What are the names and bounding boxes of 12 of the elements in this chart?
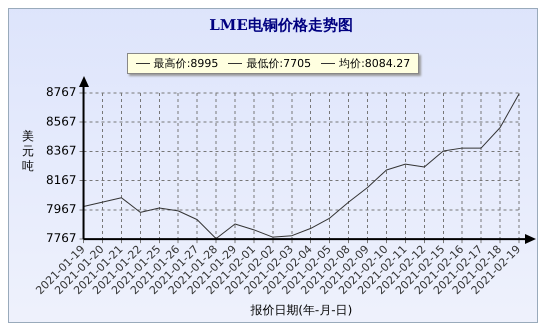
- y-tick-label: 8567: [46, 114, 77, 128]
- text: 最高价:8995: [154, 56, 218, 71]
- y-tick-label: 7967: [46, 202, 77, 216]
- y-axis-title: 美元吨: [21, 129, 35, 174]
- text: 均价:8084.27: [339, 56, 410, 71]
- text: 最低价:7705: [246, 56, 312, 71]
- y-tick-label: 8167: [46, 172, 77, 187]
- y-tick-label: 8367: [46, 144, 77, 158]
- y-tick-label: 8767: [46, 85, 77, 100]
- y-tick-label: 7767: [46, 231, 77, 246]
- x-axis-title: 报价日期(年-月-日): [249, 302, 352, 317]
- chart-title: LME电铜价格走势图: [209, 16, 353, 34]
